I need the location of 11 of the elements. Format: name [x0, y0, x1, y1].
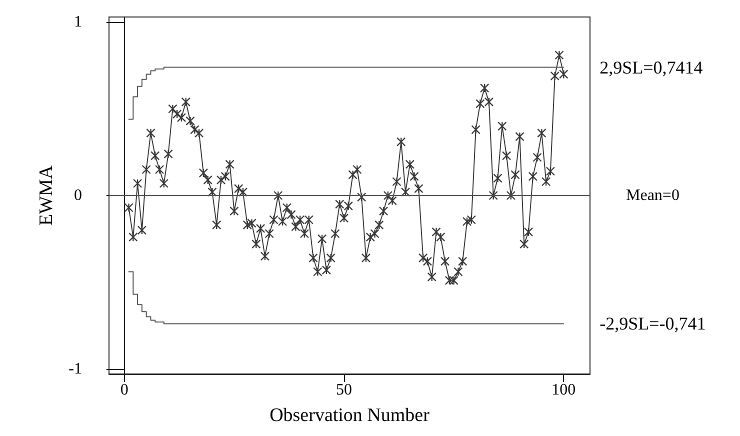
- x-axis-title: Observation Number: [270, 405, 430, 426]
- y-tick-label: -1: [68, 360, 82, 378]
- series-label: -2,9SL=-0,741: [600, 314, 706, 334]
- ref-line-label: Mean=0: [626, 187, 680, 204]
- y-axis-title: EWMA: [36, 165, 57, 226]
- series-label: 2,9SL=0,7414: [600, 57, 703, 78]
- x-tick-label: 0: [120, 382, 128, 398]
- y-tick-label: 0: [74, 187, 82, 204]
- x-tick-label: 100: [552, 382, 576, 398]
- x-tick-label: 50: [336, 382, 352, 398]
- y-tick-label: 1: [74, 14, 82, 31]
